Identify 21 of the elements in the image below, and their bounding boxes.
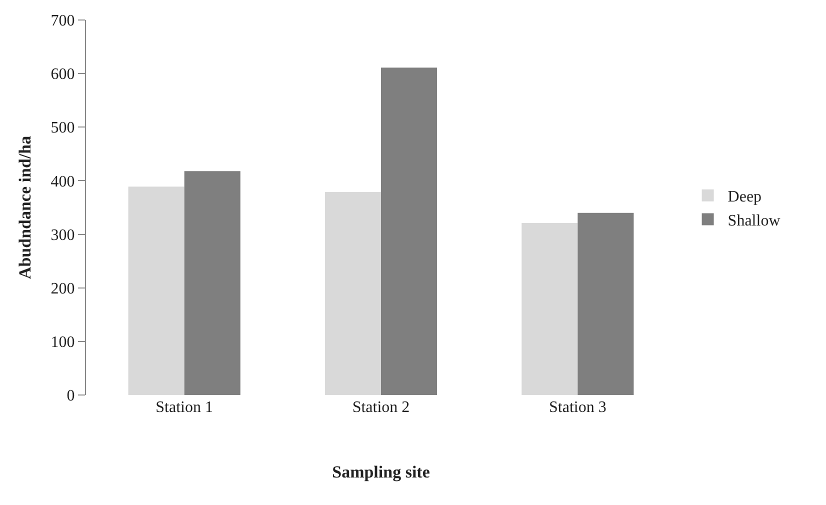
y-tick-label: 100 (50, 334, 75, 352)
bar (522, 223, 578, 395)
y-tick-label: 600 (50, 66, 75, 84)
bar (578, 212, 634, 395)
x-tick-label: Station 3 (549, 399, 606, 416)
y-tick-label: 300 (50, 226, 75, 244)
bar (324, 192, 381, 395)
bar (381, 68, 438, 395)
y-tick-label: 400 (50, 173, 75, 190)
x-tick-label: Station 1 (156, 399, 213, 416)
y-tick-label: 0 (66, 388, 75, 405)
y-axis-title: Abudndance ind/ha (15, 135, 34, 280)
x-tick-label: Station 2 (352, 399, 410, 416)
bar (128, 186, 184, 395)
x-axis-title: Sampling site (332, 462, 430, 482)
y-tick-label: 200 (50, 280, 75, 298)
bar (184, 171, 240, 395)
y-tick-label: 500 (50, 120, 75, 137)
y-tick-label: 700 (50, 12, 75, 30)
legend-label: Shallow (728, 212, 781, 230)
legend-label: Deep (728, 188, 762, 206)
